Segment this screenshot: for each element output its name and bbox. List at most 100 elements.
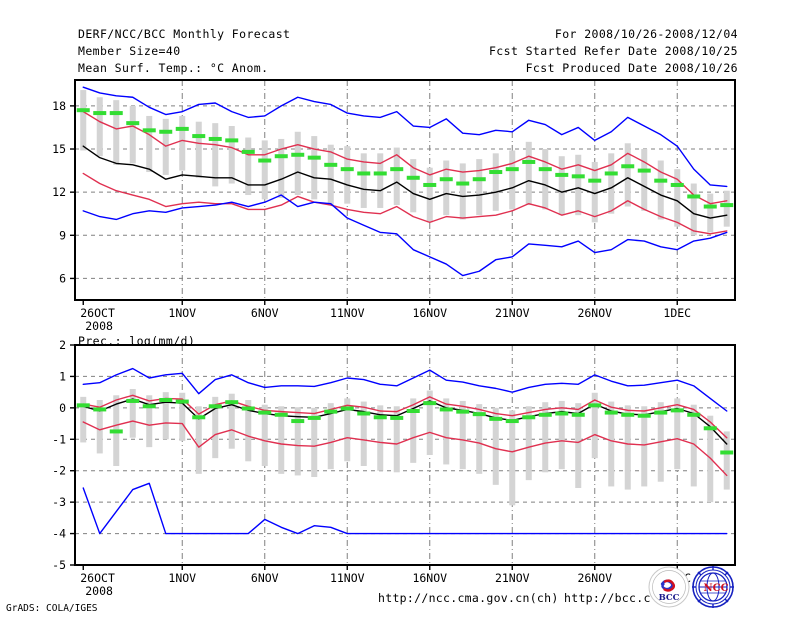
precipitation-spread-bar [80,396,87,443]
precipitation-xtick-label: 11NOV [330,571,365,585]
temperature-spread-bar [162,118,169,175]
header-produced-date: Fcst Produced Date 2008/10/26 [525,61,738,75]
precipitation-spread-bar [245,400,252,462]
temperature-spread-bar [690,183,697,236]
temperature-spread-bar [410,159,417,213]
temperature-ytick-label: 6 [59,271,66,285]
precipitation-ytick-label: -4 [52,527,66,541]
ncc-logo: NCC [690,564,736,610]
temperature-spread-bar [311,136,318,200]
precipitation-spread-bar [690,404,697,487]
precipitation-spread-bar [129,389,136,438]
temperature-ytick-label: 9 [59,228,66,242]
temperature-xtick-label: 21NOV [495,306,530,320]
temperature-spread-bar [195,121,202,178]
temperature-xtick-label: 11NOV [330,306,365,320]
precipitation-xtick-label: 26NOV [577,571,612,585]
precipitation-spread-bar [146,395,153,448]
temperature-spread-bar [426,167,433,223]
precipitation-line-maximum [82,367,728,412]
temperature-line-lower-quartile [82,172,728,235]
footer-url-bcc[interactable]: http://bcc.c [564,591,651,605]
precipitation-spread-bar [162,392,169,440]
precipitation-spread-bar [591,392,598,459]
temperature-spread-bar [674,169,681,227]
temperature-spread-bar [443,160,450,216]
precipitation-spread-bar [509,410,516,506]
temperature-xtick-label: 26NOV [577,306,612,320]
precipitation-spread-bar [195,406,202,474]
temperature-line-upper-quartile [82,110,728,205]
temperature-spread-bar [591,161,598,223]
precipitation-spread-bar [360,401,367,466]
precipitation-spread-bar [228,393,235,449]
precipitation-spread-bar [608,401,615,487]
temperature-spread-bar [344,146,351,204]
precipitation-spread-bar [294,407,301,476]
temperature-spread-bar [80,90,87,151]
temperature-spread-bar [377,153,384,208]
precipitation-spread-bar [393,406,400,473]
precipitation-ytick-label: 2 [59,338,66,352]
precipitation-spread-bar [261,404,268,466]
precipitation-plot-background [75,345,735,565]
precipitation-panel: 2 1 0 -1 -2 -3 -4 -5 26OCT 1NOV 6NOV 11NOV 16NOV 21NO… [52,338,736,598]
precipitation-xtick-year: 2008 [85,584,113,598]
svg-text:NCC: NCC [703,583,728,594]
temperature-spread-bar [525,141,532,206]
precipitation-ytick-label: 0 [59,401,66,415]
precipitation-spread-bar [459,400,466,470]
temperature-spread-bar [624,143,631,207]
temperature-spread-bar [723,190,730,227]
precipitation-ytick-label: -5 [52,558,66,572]
temperature-plot-frame [74,79,736,301]
precipitation-line-minimum [82,482,728,535]
temperature-spread-bar [459,163,466,220]
temperature-spread-bar [608,153,615,214]
precipitation-spread-bar [96,400,103,454]
precipitation-ytick-label: -2 [52,464,66,478]
precipitation-xtick-label: 21NOV [495,571,530,585]
temperature-spread-bar [228,126,235,184]
temperature-spread-bar [657,160,664,220]
header-forecast-period: For 2008/10/26-2008/12/04 [554,27,738,41]
precipitation-xtick-label: 16NOV [412,571,447,585]
precipitation-xtick-label: 1NOV [168,571,196,585]
precipitation-line-median [82,398,728,445]
svg-text:BCC: BCC [659,593,680,603]
temperature-xtick-label: 26OCT [80,306,115,320]
temperature-spread-bar [542,149,549,210]
precipitation-spread-bar [674,398,681,470]
temperature-line-maximum [82,86,728,188]
temperature-spread-bar [212,123,219,187]
precipitation-ytick-label: -1 [52,432,66,446]
temperature-spread-bar [575,154,582,216]
precipitation-spread-bar [624,405,631,490]
precipitation-ytick-label: 1 [59,369,66,383]
precipitation-spread-bar [426,390,433,455]
temperature-line-median [82,145,728,219]
temperature-ytick-label: 15 [52,142,66,156]
temperature-spread-bar [327,144,334,206]
footer-url-ncc[interactable]: http://ncc.cma.gov.cn(ch) [378,591,559,605]
precipitation-spread-bar [344,398,351,462]
temperature-xtick-label: 16NOV [412,306,447,320]
precipitation-spread-bar [443,398,450,465]
grads-credit: GrADS: COLA/IGES [6,603,98,614]
temperature-spread-bar [146,115,153,173]
precipitation-spread-bar [575,403,582,488]
header-variable-label: Mean Surf. Temp.: °C Anom. [78,61,269,75]
temperature-spread-bar [245,137,252,196]
precipitation-spread-bar [179,392,186,441]
precipitation-spread-bar [410,398,417,463]
bcc-logo: BCC [648,566,690,608]
temperature-spread-bar [393,147,400,206]
temperature-xtick-label: 1NOV [168,306,196,320]
header-refer-date: Fcst Started Refer Date 2008/10/25 [488,44,738,58]
temperature-spread-bar [509,150,516,210]
temperature-spread-bar [558,156,565,216]
precipitation-plot-frame [74,344,736,566]
precipitation-spread-bar [377,405,384,471]
